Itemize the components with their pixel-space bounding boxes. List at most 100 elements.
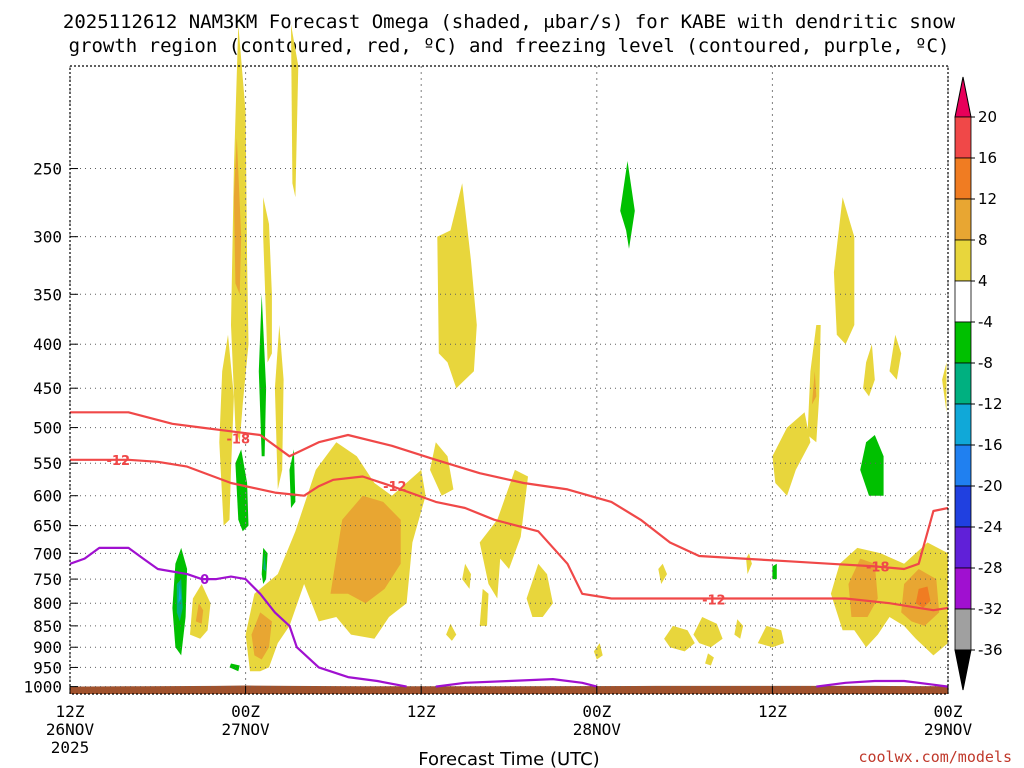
omega-region-w4-20 [664, 625, 695, 652]
dgz-extra-label-1: -18 [866, 560, 890, 575]
x-tick-date-60: 29NOV [924, 720, 973, 739]
colorbar-label-9: -20 [978, 477, 1003, 495]
colorbar-arrow-bottom [954, 649, 972, 691]
chart-title-line2: growth region (contoured, red, ºC) and f… [69, 35, 950, 57]
y-tick-label-850: 850 [33, 617, 62, 636]
omega-region-w4-6 [245, 442, 426, 672]
omega-region-w4-16 [446, 623, 457, 641]
y-tick-label-750: 750 [33, 570, 62, 589]
y-tick-label-250: 250 [33, 160, 62, 179]
plot-frame [69, 65, 949, 695]
omega-region-g4-46 [620, 161, 635, 249]
omega-region-w4-4 [291, 24, 299, 198]
dgz-contour-label-0: -18 [227, 433, 251, 448]
omega-region-g8-43 [263, 553, 267, 572]
colorbar-label-12: -32 [978, 600, 1003, 618]
freezing-contour-2 [816, 679, 949, 688]
colorbar-label-10: -24 [978, 518, 1003, 536]
omega-region-g4-45 [229, 663, 240, 672]
dgz-contour-0 [70, 411, 949, 571]
omega-region-w4-19 [658, 563, 667, 584]
x-tick-time-48: 12Z [758, 702, 787, 721]
y-tick-label-400: 400 [33, 335, 62, 354]
y-tick-label-500: 500 [33, 419, 62, 438]
x-tick-time-12: 00Z [231, 702, 260, 721]
colorbar-bin-7 [954, 403, 972, 446]
colorbar-label-8: -16 [978, 436, 1003, 454]
omega-region-w4-15 [479, 588, 489, 626]
omega-region-w4-17 [526, 563, 553, 617]
omega-region-w4-25 [746, 553, 752, 575]
colorbar-bin-4 [954, 280, 972, 323]
omega-region-w4-26 [772, 412, 811, 496]
y-tick-label-600: 600 [33, 487, 62, 506]
omega-region-w8-10 [195, 603, 204, 624]
colorbar-bin-0 [954, 116, 972, 159]
freezing-contour-label-0: 0 [200, 573, 209, 588]
ground-fill [70, 685, 948, 694]
x-tick-time-24: 12Z [407, 702, 436, 721]
colorbar-bin-11 [954, 567, 972, 610]
colorbar-label-4: 4 [978, 272, 988, 290]
omega-region-w8-7 [330, 495, 401, 604]
y-tick-label-700: 700 [33, 544, 62, 563]
y-tick-label-1000: 1000 [23, 678, 62, 697]
omega-region-g4-41 [258, 294, 267, 457]
y-axis-ticks: 250 300 350 400 450 500 550 600 650 700 750 800 850 9… [23, 160, 78, 697]
omega-region-w4-29 [833, 197, 855, 345]
y-tick-label-950: 950 [33, 658, 62, 677]
omega-shading [172, 24, 948, 672]
omega-region-w8-34 [848, 558, 878, 617]
chart-title-line1: 2025112612 NAM3KM Forecast Omega (shaded… [63, 11, 956, 33]
dgz-contour-1 [70, 458, 949, 612]
y-tick-label-550: 550 [33, 454, 62, 473]
y-tick-label-300: 300 [33, 228, 62, 247]
colorbar-label-1: 16 [978, 149, 997, 167]
omega-region-w4-11 [437, 183, 477, 389]
omega-region-w4-21 [693, 617, 723, 648]
x-tick-year-0: 2025 [51, 738, 90, 757]
y-tick-label-350: 350 [33, 285, 62, 304]
omega-region-w12-36 [915, 586, 931, 608]
contour-lines: -18 -12 -12 -18 -12 0 [69, 411, 949, 688]
omega-region-w4-14 [462, 563, 471, 589]
omega-region-w4-22 [734, 619, 744, 639]
colorbar-label-2: 12 [978, 190, 997, 208]
colorbar-label-13: -36 [978, 641, 1003, 659]
omega-region-w4-13 [479, 469, 528, 599]
x-tick-date-36: 28NOV [573, 720, 622, 739]
colorbar: 20 16 12 8 4 -4 -8 -12 -16 -20 -24 -28 -32 -36 [954, 76, 1003, 691]
omega-region-g4-48 [860, 435, 884, 496]
colorbar-bin-9 [954, 485, 972, 528]
dgz-extra-label-2: -12 [702, 593, 726, 608]
dgz-contour-label-1: -12 [107, 454, 131, 469]
colorbar-bin-1 [954, 157, 972, 200]
omega-region-w4-31 [889, 334, 902, 380]
y-tick-label-800: 800 [33, 594, 62, 613]
colorbar-label-6: -8 [978, 354, 993, 372]
x-tick-time-36: 00Z [582, 702, 611, 721]
colorbar-bin-10 [954, 526, 972, 569]
freezing-contour-0 [69, 546, 407, 688]
dgz-extra-label-0: -12 [383, 480, 407, 495]
omega-region-w4-24 [705, 653, 714, 666]
omega-region-g12-39 [178, 584, 182, 604]
x-axis-label: Forecast Time (UTC) [418, 749, 599, 768]
x-tick-date-12: 27NOV [222, 720, 271, 739]
x-tick-time-0: 12Z [56, 702, 85, 721]
source-credit: coolwx.com/models [858, 748, 1012, 766]
colorbar-bin-8 [954, 444, 972, 487]
x-tick-date-0: 26NOV [46, 720, 95, 739]
colorbar-label-0: 20 [978, 108, 997, 126]
axes [69, 65, 949, 695]
x-tick-time-60: 00Z [934, 702, 963, 721]
colorbar-label-3: 8 [978, 231, 988, 249]
colorbar-label-11: -28 [978, 559, 1003, 577]
omega-region-w4-12 [430, 442, 454, 496]
omega-region-g4-40 [235, 449, 249, 532]
ground-surface [70, 685, 948, 694]
colorbar-label-7: -12 [978, 395, 1003, 413]
omega-region-g4-44 [289, 449, 296, 508]
omega-region-w4-32 [942, 362, 947, 413]
